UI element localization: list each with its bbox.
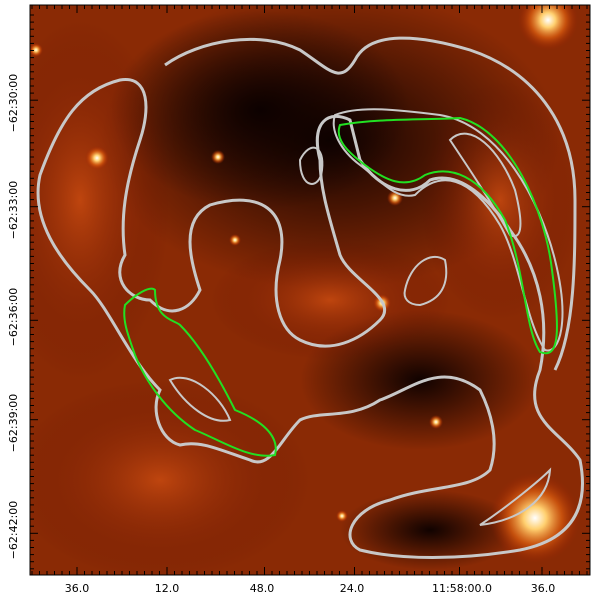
x-tick-label: 12.0: [155, 582, 180, 595]
y-tick-label: −62:30:00: [7, 74, 20, 133]
image: [30, 5, 590, 575]
y-tick-label: −62:36:00: [7, 288, 20, 347]
y-tick-label: −62:39:00: [7, 394, 20, 453]
ticks: [30, 5, 590, 575]
x-tick-label: 36.0: [531, 582, 556, 595]
y-tick-label: −62:42:00: [7, 501, 20, 560]
x-tick-label: 24.0: [340, 582, 365, 595]
y-tick-label: −62:33:00: [7, 181, 20, 240]
x-tick-label: 48.0: [250, 582, 275, 595]
x-tick-label: 11:58:00.0: [432, 582, 492, 595]
green-contours: [123, 116, 558, 457]
x-tick-label: 36.0: [65, 582, 90, 595]
contours: [36, 36, 584, 559]
